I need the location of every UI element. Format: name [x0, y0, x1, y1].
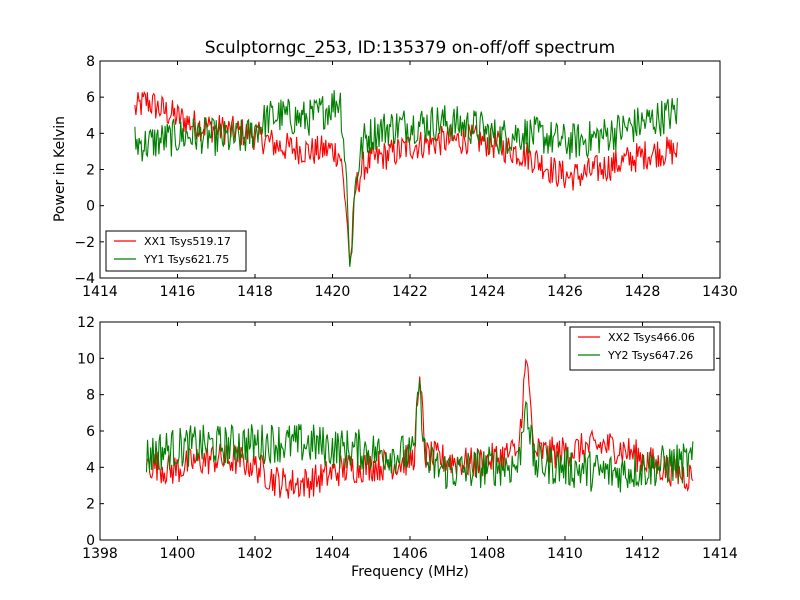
- y-axis-label: Power in Kelvin: [52, 116, 68, 222]
- x-tick-label: 1416: [160, 284, 196, 300]
- x-tick-label: 1400: [160, 546, 196, 562]
- legend-box: [569, 326, 715, 371]
- y-tick-label: 4: [86, 126, 95, 142]
- legend-1: XX1 Tsys519.17 YY1 Tsys621.75: [105, 230, 247, 272]
- x-tick-label: 1426: [547, 284, 583, 300]
- x-tick-label: 1408: [470, 546, 506, 562]
- x-tick-label: 1410: [547, 546, 583, 562]
- x-tick-label: 1414: [82, 284, 118, 300]
- legend-label: XX2 Tsys466.06: [608, 331, 695, 344]
- x-tick-label: 1422: [392, 284, 428, 300]
- plots-group: 1414 1416 1418 1420 1422 1424 1426 1428 1430 −4 −2…: [74, 54, 738, 562]
- y-tick-label: 4: [86, 460, 95, 476]
- x-tick-label: 1398: [82, 546, 118, 562]
- y-tick-label: 2: [86, 497, 95, 513]
- y-tick-label: 6: [86, 90, 95, 106]
- x-tick-label: 1406: [392, 546, 428, 562]
- series-line-1-2: [134, 90, 678, 267]
- y-tick-label: 12: [77, 315, 95, 331]
- y-tick-label: 2: [86, 163, 95, 179]
- x-tick-label: 1402: [237, 546, 273, 562]
- y-tick-label: 8: [86, 388, 95, 404]
- y-tick-label: 10: [77, 351, 95, 367]
- y-tick-label: 6: [86, 424, 95, 440]
- legend-label: YY2 Tsys647.26: [607, 349, 693, 362]
- y-tick-label: −2: [74, 235, 95, 251]
- x-tick-label: 1430: [702, 284, 738, 300]
- legend-2: XX2 Tsys466.06 YY2 Tsys647.26: [569, 326, 715, 371]
- x-tick-label: 1414: [702, 546, 738, 562]
- y-tick-label: 8: [86, 54, 95, 70]
- legend-label: YY1 Tsys621.75: [143, 253, 229, 266]
- series-line-2-1: [145, 358, 694, 499]
- x-axis-label: Frequency (MHz): [351, 564, 469, 580]
- x-tick-label: 1428: [625, 284, 661, 300]
- legend-label: XX1 Tsys519.17: [144, 235, 231, 248]
- series-line-2-2: [145, 380, 694, 493]
- subplot-1: 1414 1416 1418 1420 1422 1424 1426 1428 1430 −4 −2…: [74, 54, 737, 300]
- y-tick-label: −4: [74, 271, 95, 287]
- x-tick-label: 1424: [470, 284, 506, 300]
- x-tick-label: 1412: [625, 546, 661, 562]
- subplot-2: 1398 1400 1402 1404 1406 1408 1410 1412 1414 0 2 4 6…: [77, 315, 738, 562]
- y-tick-label: 0: [86, 533, 95, 549]
- legend-box: [105, 230, 247, 272]
- x-tick-label: 1418: [237, 284, 273, 300]
- figure-title: Sculptorngc_253, ID:135379 on-off/off sp…: [205, 38, 615, 58]
- y-tick-label: 0: [86, 199, 95, 215]
- x-tick-label: 1404: [315, 546, 351, 562]
- x-tick-label: 1420: [315, 284, 351, 300]
